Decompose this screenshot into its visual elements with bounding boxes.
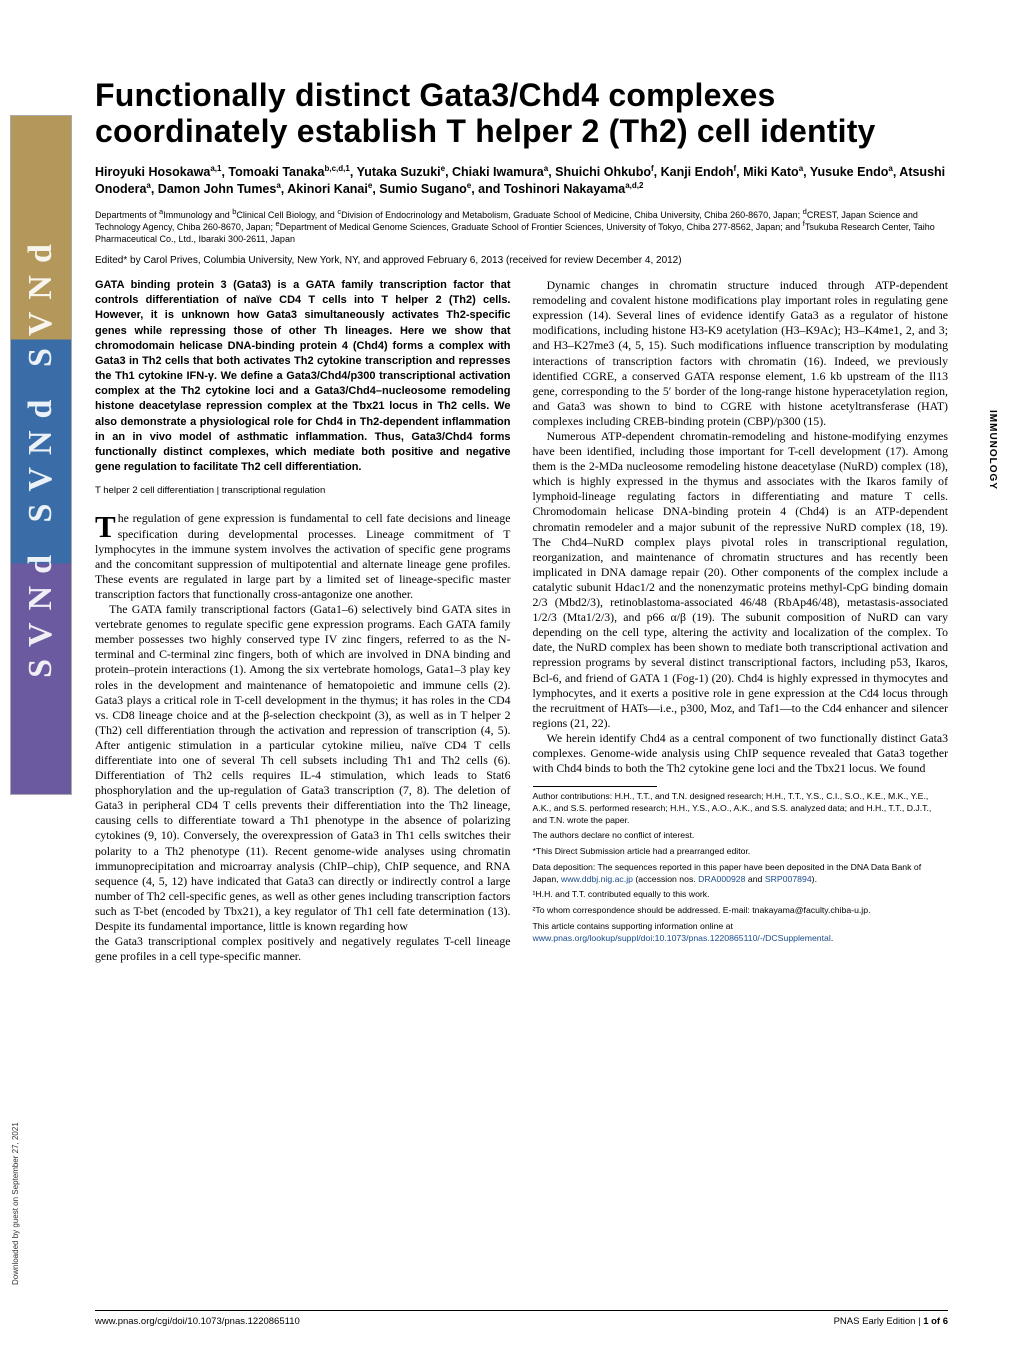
supplemental-link[interactable]: www.pnas.org/lookup/suppl/doi:10.1073/pn…: [533, 933, 831, 943]
pnas-side-logo: [10, 115, 72, 795]
body-paragraph-5: Numerous ATP-dependent chromatin-remodel…: [533, 429, 949, 731]
doi-link[interactable]: www.pnas.org/cgi/doi/10.1073/pnas.122086…: [95, 1316, 300, 1327]
footnote-contributions: Author contributions: H.H., T.T., and T.…: [533, 791, 949, 826]
footnote-correspondence: ²To whom correspondence should be addres…: [533, 905, 949, 917]
accession-link-1[interactable]: DRA000928: [698, 874, 745, 884]
footnote-coi: The authors declare no conflict of inter…: [533, 830, 949, 842]
footer-doi: www.pnas.org/cgi/doi/10.1073/pnas.122086…: [95, 1316, 300, 1327]
footnote-text: ).: [812, 874, 817, 884]
footnote-equal-contrib: ¹H.H. and T.T. contributed equally to th…: [533, 889, 949, 901]
body-paragraph-4: Dynamic changes in chromatin structure i…: [533, 278, 949, 429]
edited-by-line: Edited* by Carol Prives, Columbia Univer…: [95, 255, 948, 266]
footer-page-number: 1 of 6: [923, 1316, 948, 1327]
footnote-data-deposition: Data deposition: The sequences reported …: [533, 862, 949, 885]
footnote-rule: [533, 786, 658, 787]
ddbj-link[interactable]: www.ddbj.nig.ac.jp: [561, 874, 633, 884]
footnote-text: and: [745, 874, 764, 884]
abstract: GATA binding protein 3 (Gata3) is a GATA…: [95, 278, 511, 475]
page: IMMUNOLOGY Downloaded by guest on Septem…: [0, 0, 1020, 1365]
author-list: Hiroyuki Hosokawaa,1, Tomoaki Tanakab,c,…: [95, 164, 948, 199]
two-column-body: GATA binding protein 3 (Gata3) is a GATA…: [95, 278, 948, 964]
footnote-text: (accession nos.: [633, 874, 698, 884]
footer-edition: PNAS Early Edition: [834, 1316, 916, 1327]
keywords-line: T helper 2 cell differentiation | transc…: [95, 485, 511, 497]
footnote-direct-submission: *This Direct Submission article had a pr…: [533, 846, 949, 858]
affiliations: Departments of aImmunology and bClinical…: [95, 209, 948, 245]
article-title: Functionally distinct Gata3/Chd4 complex…: [95, 78, 948, 150]
download-note: Downloaded by guest on September 27, 202…: [11, 1122, 20, 1285]
section-side-label: IMMUNOLOGY: [987, 410, 998, 490]
page-footer: www.pnas.org/cgi/doi/10.1073/pnas.122086…: [95, 1310, 948, 1327]
footnotes-block: Author contributions: H.H., T.T., and T.…: [533, 791, 949, 944]
body-paragraph-2: The GATA family transcriptional factors …: [95, 602, 511, 934]
body-paragraph-6: We herein identify Chd4 as a central com…: [533, 731, 949, 776]
accession-link-2[interactable]: SRP007894: [765, 874, 812, 884]
body-paragraph-1: The regulation of gene expression is fun…: [95, 511, 511, 602]
footer-page-info: PNAS Early Edition | 1 of 6: [834, 1316, 948, 1327]
body-paragraph-3: the Gata3 transcriptional complex positi…: [95, 934, 511, 964]
footnote-supplemental: This article contains supporting informa…: [533, 921, 949, 944]
footnote-text: .: [831, 933, 833, 943]
footnote-text: This article contains supporting informa…: [533, 921, 733, 931]
